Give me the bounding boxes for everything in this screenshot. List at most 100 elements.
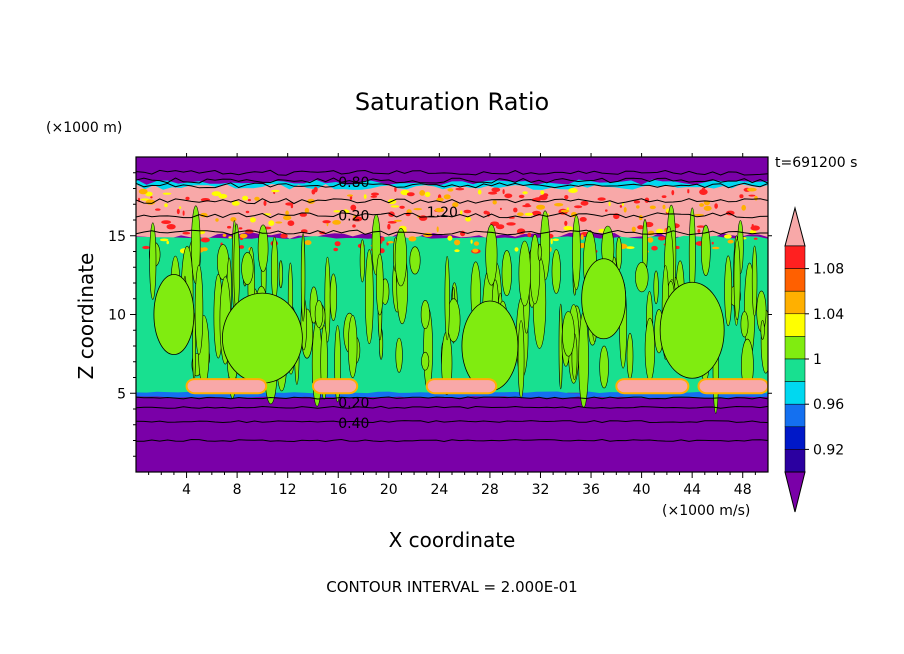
speckle-supersaturation — [227, 225, 232, 229]
speckle-supersaturation — [271, 189, 280, 193]
colorbar-box — [784, 403, 806, 428]
plume-lime — [724, 255, 733, 327]
speckle-supersaturation — [724, 234, 732, 239]
plume-lime — [626, 332, 634, 380]
speckle-supersaturation — [631, 226, 636, 232]
speckle-supersaturation — [608, 201, 611, 207]
speckle-supersaturation — [748, 194, 756, 197]
speckle-supersaturation — [159, 238, 169, 242]
pink-capsule — [697, 378, 768, 395]
speckle-supersaturation — [408, 236, 417, 242]
plume-lime — [537, 243, 542, 261]
speckle-supersaturation — [247, 199, 251, 202]
speckle-supersaturation — [222, 233, 227, 237]
plume-lime — [599, 345, 609, 389]
speckle-supersaturation — [637, 225, 644, 230]
x-axis-unit: (×1000 m/s) — [662, 503, 751, 519]
chart-title: Saturation Ratio — [354, 88, 550, 116]
speckle-supersaturation — [470, 239, 473, 244]
speckle-supersaturation — [517, 212, 524, 216]
speckle-supersaturation — [746, 187, 757, 192]
speckle-supersaturation — [283, 215, 292, 221]
plume-lime — [635, 262, 649, 293]
speckle-supersaturation — [249, 217, 256, 223]
plume-lime — [578, 311, 589, 408]
speckle-supersaturation — [142, 245, 150, 250]
plume-lime — [733, 239, 741, 321]
speckle-supersaturation — [568, 188, 578, 193]
speckle-supersaturation — [239, 245, 245, 249]
speckle-supersaturation — [473, 241, 480, 246]
plume-lime — [394, 228, 408, 287]
colorbar-bottom-arrow — [784, 471, 806, 513]
plume-lime — [420, 299, 430, 329]
x-tick-label: 40 — [633, 482, 651, 498]
contour-label: 0.20 — [338, 208, 369, 224]
plume-lime — [760, 320, 765, 340]
speckle-supersaturation — [230, 217, 237, 222]
speckle-supersaturation — [352, 224, 356, 228]
contour-label: 0.20 — [338, 396, 369, 412]
plume-lime — [300, 232, 306, 322]
speckle-supersaturation — [346, 194, 354, 197]
contour-label: 1.20 — [427, 205, 458, 221]
speckle-supersaturation — [370, 195, 378, 198]
plume-lime — [444, 256, 450, 341]
plume-lime — [257, 224, 269, 272]
plume-lime — [700, 224, 711, 276]
speckle-supersaturation — [231, 201, 240, 206]
contour-line-upper — [136, 198, 768, 205]
speckle-supersaturation — [623, 207, 627, 213]
speckle-supersaturation — [155, 208, 161, 211]
speckle-supersaturation — [621, 202, 624, 206]
speckle-supersaturation — [399, 205, 405, 209]
speckle-supersaturation — [671, 190, 675, 196]
speckle-supersaturation — [651, 245, 658, 251]
colorbar-tick-label: 1.04 — [813, 307, 844, 323]
speckle-supersaturation — [649, 205, 656, 210]
speckle-supersaturation — [454, 249, 460, 253]
speckle-supersaturation — [550, 238, 553, 245]
speckle-supersaturation — [465, 216, 472, 222]
speckle-supersaturation — [726, 210, 735, 216]
speckle-supersaturation — [454, 239, 461, 246]
speckle-supersaturation — [727, 239, 734, 244]
plume-lime — [421, 351, 430, 371]
speckle-supersaturation — [363, 194, 367, 199]
speckle-supersaturation — [636, 205, 640, 209]
speckle-supersaturation — [150, 196, 153, 199]
x-tick-label: 16 — [329, 482, 347, 498]
pink-capsule — [615, 378, 690, 395]
colorbar-tick-label: 0.96 — [813, 397, 844, 413]
plume-lime — [518, 240, 531, 307]
contour-line-lower — [136, 438, 768, 443]
x-tick-label: 32 — [532, 482, 550, 498]
speckle-supersaturation — [504, 193, 513, 199]
colorbar-tick-label: 1.08 — [813, 262, 844, 278]
speckle-supersaturation — [161, 220, 172, 225]
speckle-supersaturation — [502, 189, 505, 195]
colorbar-top-arrow — [784, 206, 806, 247]
plume-lime — [329, 273, 338, 322]
speckle-supersaturation — [371, 192, 379, 196]
speckle-supersaturation — [477, 189, 482, 195]
x-axis-label: X coordinate — [388, 528, 516, 552]
speckle-supersaturation — [452, 202, 459, 208]
blue-band-bottom — [136, 391, 768, 399]
speckle-supersaturation — [387, 223, 391, 230]
plume-lime — [233, 223, 240, 313]
speckle-supersaturation — [711, 246, 720, 250]
plume-lime-broad — [221, 292, 303, 384]
speckle-supersaturation — [238, 227, 243, 230]
speckle-supersaturation — [455, 187, 465, 191]
speckle-supersaturation — [527, 232, 532, 238]
speckle-supersaturation — [525, 203, 530, 207]
speckle-supersaturation — [754, 195, 758, 201]
speckle-supersaturation — [287, 220, 295, 226]
speckle-supersaturation — [566, 207, 569, 211]
colorbar-box — [784, 381, 806, 405]
speckle-supersaturation — [699, 189, 708, 195]
plume-lime — [375, 253, 384, 316]
speckle-supersaturation — [492, 200, 497, 205]
speckle-supersaturation — [268, 220, 275, 226]
